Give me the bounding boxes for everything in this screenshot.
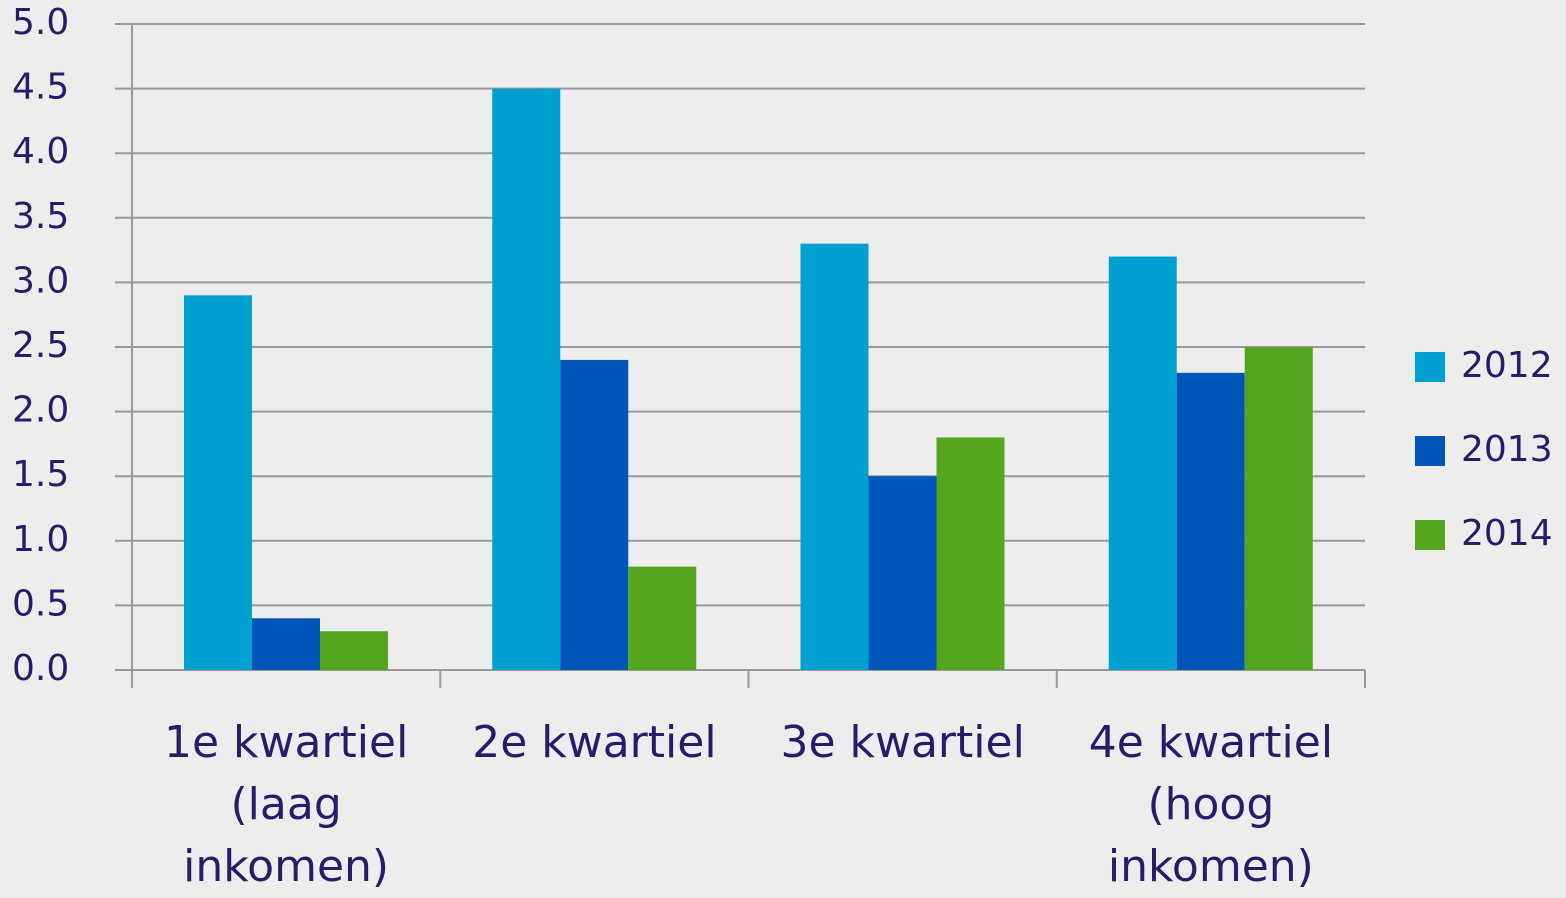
bar: [628, 566, 697, 670]
bar: [1244, 347, 1313, 670]
legend-label: 2014: [1461, 513, 1553, 554]
bar: [1108, 256, 1177, 670]
bar: [936, 437, 1005, 670]
bar: [868, 476, 937, 670]
x-tick-label: 3e kwartiel: [780, 717, 1025, 768]
x-tick-label: 4e kwartiel (hoog inkomen): [1088, 717, 1334, 892]
bar: [1176, 372, 1245, 670]
y-tick-label: 4.5: [12, 67, 69, 108]
legend-label: 2012: [1461, 345, 1553, 386]
y-tick-label: 2.0: [12, 390, 69, 431]
y-tick-label: 0.5: [12, 583, 69, 624]
legend-swatch: [1415, 436, 1445, 466]
bar: [560, 359, 629, 670]
y-tick-label: 2.5: [12, 325, 69, 366]
bar: [184, 295, 252, 670]
y-tick-label: 1.5: [12, 454, 69, 495]
x-tick-label: 1e kwartiel (laag inkomen): [163, 717, 409, 892]
legend-label: 2013: [1461, 429, 1553, 470]
y-tick-label: 5.0: [12, 2, 69, 43]
x-tick-label: 2e kwartiel: [472, 717, 717, 768]
bar: [492, 88, 561, 671]
legend-swatch: [1415, 352, 1445, 382]
y-tick-label: 3.0: [12, 260, 69, 301]
y-tick-label: 4.0: [12, 131, 69, 172]
bar: [800, 243, 869, 670]
y-tick-label: 0.0: [12, 648, 69, 689]
bar: [252, 618, 320, 670]
legend-swatch: [1415, 520, 1445, 550]
y-tick-label: 3.5: [12, 196, 69, 237]
y-tick-label: 1.0: [12, 519, 69, 560]
bar: [320, 631, 388, 670]
